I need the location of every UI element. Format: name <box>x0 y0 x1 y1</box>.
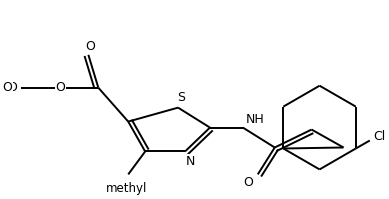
Text: N: N <box>185 155 195 168</box>
Text: S: S <box>177 91 185 104</box>
Text: O: O <box>86 40 95 53</box>
Text: O: O <box>3 81 12 94</box>
Text: O: O <box>243 176 253 189</box>
Text: Cl: Cl <box>373 130 386 143</box>
Text: O: O <box>8 81 18 94</box>
Text: O: O <box>56 81 65 94</box>
Text: NH: NH <box>245 113 264 126</box>
Text: methyl: methyl <box>105 182 147 195</box>
